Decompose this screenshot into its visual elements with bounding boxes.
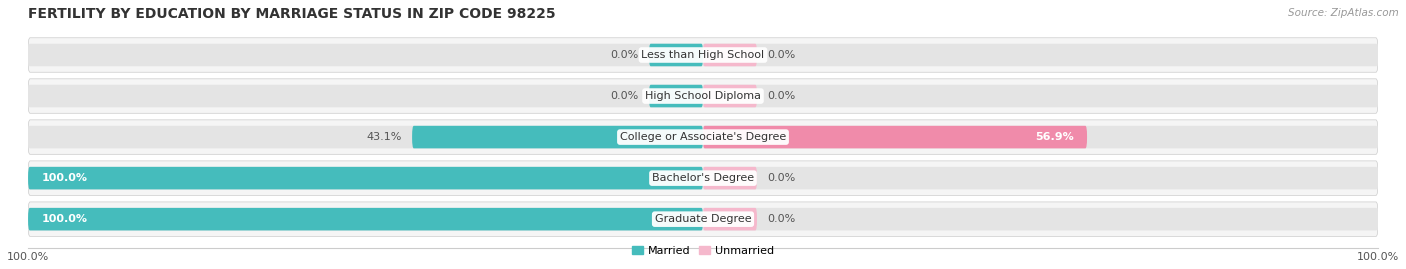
FancyBboxPatch shape (28, 208, 1378, 231)
FancyBboxPatch shape (412, 126, 703, 148)
Text: FERTILITY BY EDUCATION BY MARRIAGE STATUS IN ZIP CODE 98225: FERTILITY BY EDUCATION BY MARRIAGE STATU… (28, 7, 555, 21)
Text: Source: ZipAtlas.com: Source: ZipAtlas.com (1288, 8, 1399, 18)
Text: 100.0%: 100.0% (42, 173, 87, 183)
Text: 0.0%: 0.0% (610, 91, 638, 101)
FancyBboxPatch shape (703, 167, 756, 189)
FancyBboxPatch shape (650, 44, 703, 66)
FancyBboxPatch shape (28, 38, 1378, 72)
FancyBboxPatch shape (28, 167, 703, 189)
Text: 43.1%: 43.1% (367, 132, 402, 142)
FancyBboxPatch shape (703, 44, 756, 66)
Text: 0.0%: 0.0% (768, 214, 796, 224)
FancyBboxPatch shape (650, 85, 703, 107)
FancyBboxPatch shape (703, 85, 756, 107)
Text: 56.9%: 56.9% (1035, 132, 1074, 142)
Text: Less than High School: Less than High School (641, 50, 765, 60)
Text: 0.0%: 0.0% (610, 50, 638, 60)
FancyBboxPatch shape (28, 126, 1378, 148)
FancyBboxPatch shape (28, 161, 1378, 195)
FancyBboxPatch shape (28, 120, 1378, 154)
FancyBboxPatch shape (28, 85, 1378, 107)
Legend: Married, Unmarried: Married, Unmarried (627, 241, 779, 260)
FancyBboxPatch shape (28, 79, 1378, 113)
FancyBboxPatch shape (28, 44, 1378, 66)
Text: 0.0%: 0.0% (768, 173, 796, 183)
Text: Bachelor's Degree: Bachelor's Degree (652, 173, 754, 183)
Text: High School Diploma: High School Diploma (645, 91, 761, 101)
FancyBboxPatch shape (28, 167, 1378, 189)
Text: 100.0%: 100.0% (42, 214, 87, 224)
Text: College or Associate's Degree: College or Associate's Degree (620, 132, 786, 142)
FancyBboxPatch shape (28, 202, 1378, 236)
Text: Graduate Degree: Graduate Degree (655, 214, 751, 224)
Text: 0.0%: 0.0% (768, 91, 796, 101)
FancyBboxPatch shape (28, 208, 703, 231)
FancyBboxPatch shape (703, 208, 756, 231)
FancyBboxPatch shape (703, 126, 1087, 148)
Text: 0.0%: 0.0% (768, 50, 796, 60)
